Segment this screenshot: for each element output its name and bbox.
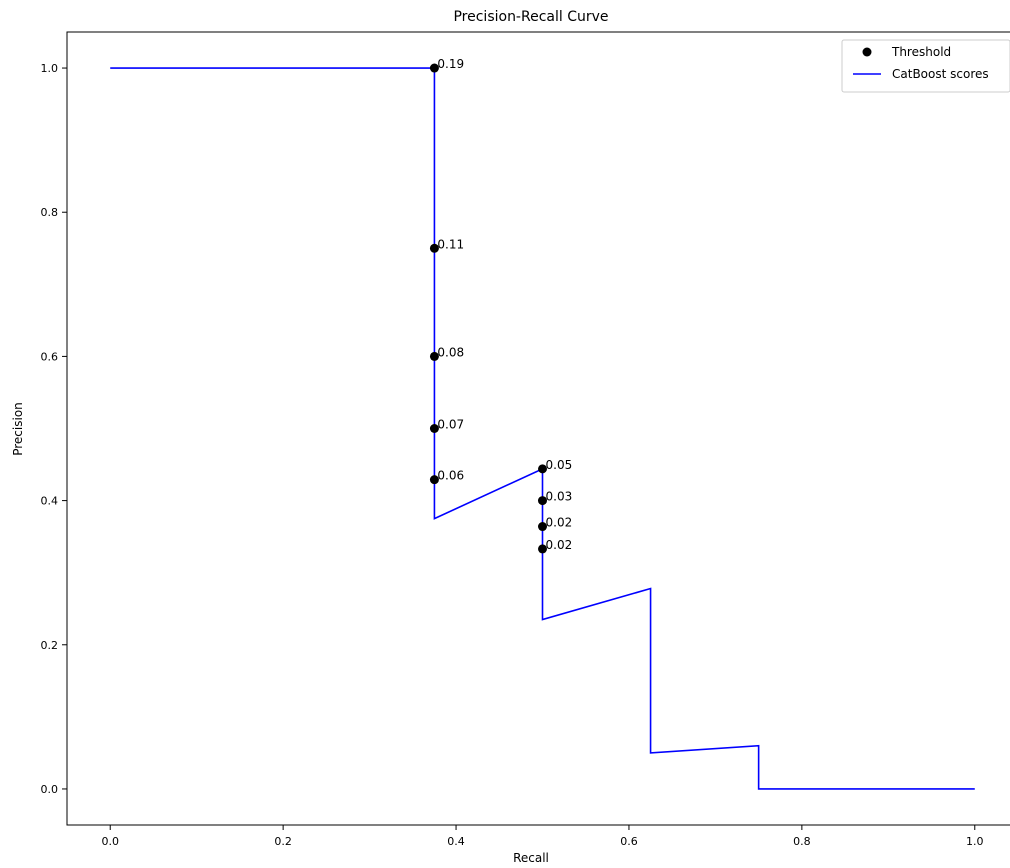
threshold-label: 0.08 (437, 345, 464, 359)
threshold-label: 0.19 (437, 57, 464, 71)
y-tick-label: 0.0 (41, 783, 59, 796)
x-tick-label: 0.2 (274, 835, 292, 848)
legend-threshold-label: Threshold (891, 45, 951, 59)
x-tick-label: 0.0 (101, 835, 119, 848)
x-tick-label: 0.4 (447, 835, 465, 848)
threshold-label: 0.07 (437, 418, 464, 432)
threshold-layer: 0.19 0.11 0.08 0.07 0.06 0.05 0.03 0.02 0.02 (429, 57, 573, 554)
threshold-point (429, 243, 439, 253)
y-axis: 0.0 0.2 0.4 0.6 0.8 1.0 (41, 62, 67, 796)
threshold-label: 0.02 (546, 538, 573, 552)
series-layer (110, 67, 975, 790)
threshold-point (538, 522, 547, 532)
y-tick-label: 0.6 (41, 350, 59, 363)
x-tick-label: 1.0 (966, 835, 984, 848)
legend-series-label: CatBoost scores (892, 67, 989, 81)
threshold-label: 0.05 (546, 458, 573, 472)
x-tick-label: 0.6 (620, 835, 638, 848)
threshold-point (538, 544, 547, 554)
threshold-label: 0.11 (437, 237, 464, 251)
y-axis-label: Precision (11, 402, 25, 456)
threshold-label: 0.03 (546, 490, 573, 504)
x-axis: 0.0 0.2 0.4 0.6 0.8 1.0 (101, 825, 984, 848)
y-tick-label: 0.8 (41, 206, 59, 219)
legend-threshold-marker (862, 47, 872, 57)
legend-box (841, 39, 1010, 93)
threshold-point (429, 63, 439, 73)
y-tick-label: 1.0 (41, 62, 59, 75)
legend: Threshold CatBoost scores (841, 39, 1010, 93)
threshold-point (429, 424, 439, 433)
x-axis-label: Recall (513, 851, 549, 865)
threshold-point (538, 496, 547, 506)
x-tick-label: 0.8 (793, 835, 811, 848)
chart-title: Precision-Recall Curve (453, 9, 608, 25)
threshold-label: 0.02 (546, 516, 573, 530)
threshold-point (538, 464, 547, 474)
plot-area-frame (66, 31, 1010, 826)
y-tick-label: 0.2 (41, 639, 59, 652)
threshold-point (429, 475, 439, 485)
y-tick-label: 0.4 (41, 495, 59, 508)
threshold-point (429, 351, 439, 361)
threshold-label: 0.06 (437, 469, 464, 483)
series-line-catboost-scores (110, 67, 975, 790)
